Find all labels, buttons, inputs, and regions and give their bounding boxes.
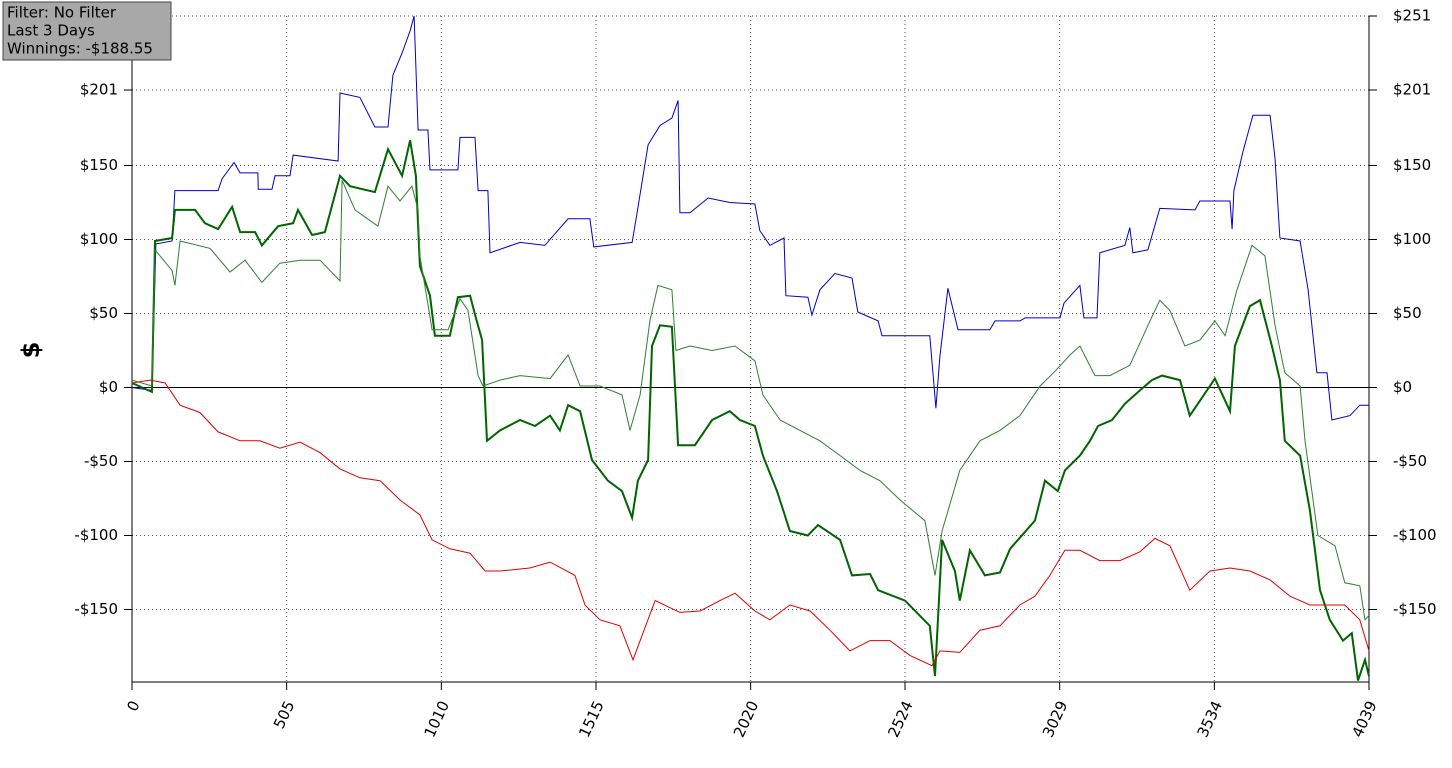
info-box-bg xyxy=(2,1,172,61)
x-tick-label: 0 xyxy=(123,698,143,714)
series-line xyxy=(131,140,1370,681)
series-line xyxy=(131,379,1370,667)
y2-tick-label: $201 xyxy=(1393,81,1431,99)
x-tick-label: 1010 xyxy=(421,698,453,740)
x-tick-label: 2524 xyxy=(884,698,916,740)
y2-tick-label: $0 xyxy=(1393,378,1412,396)
info-line: Last 3 Days xyxy=(7,22,95,40)
x-tick-label: 3029 xyxy=(1039,698,1071,740)
y-tick-label: $150 xyxy=(80,156,118,174)
series-line xyxy=(131,15,1369,421)
x-tick-label: 4039 xyxy=(1348,698,1380,740)
y2-tick-label: $150 xyxy=(1393,156,1431,174)
y-tick-label: $201 xyxy=(80,81,118,99)
y2-tick-label: -$100 xyxy=(1393,526,1437,544)
x-tick-label: 505 xyxy=(270,698,298,732)
info-line: Filter: No Filter xyxy=(7,4,117,22)
x-tick-label: 3534 xyxy=(1194,698,1226,740)
y-tick-label: $100 xyxy=(80,230,118,248)
x-tick-label: 2020 xyxy=(730,698,762,740)
info-line: Winnings: -$188.55 xyxy=(7,40,153,58)
y-tick-label: -$100 xyxy=(74,526,118,544)
y2-tick-label: -$50 xyxy=(1393,452,1427,470)
y-tick-label: -$50 xyxy=(84,452,118,470)
y2-tick-label: $251 xyxy=(1393,7,1431,25)
y2-tick-label: $100 xyxy=(1393,230,1431,248)
y2-tick-label: -$150 xyxy=(1393,600,1437,618)
y-tick-label: -$150 xyxy=(74,600,118,618)
series-line xyxy=(131,180,1370,621)
y-axis-label: $ xyxy=(17,342,45,359)
y2-tick-label: $50 xyxy=(1393,304,1422,322)
x-tick-label: 1515 xyxy=(575,698,607,740)
y-tick-label: $50 xyxy=(89,304,118,322)
y-tick-label: $0 xyxy=(99,378,118,396)
